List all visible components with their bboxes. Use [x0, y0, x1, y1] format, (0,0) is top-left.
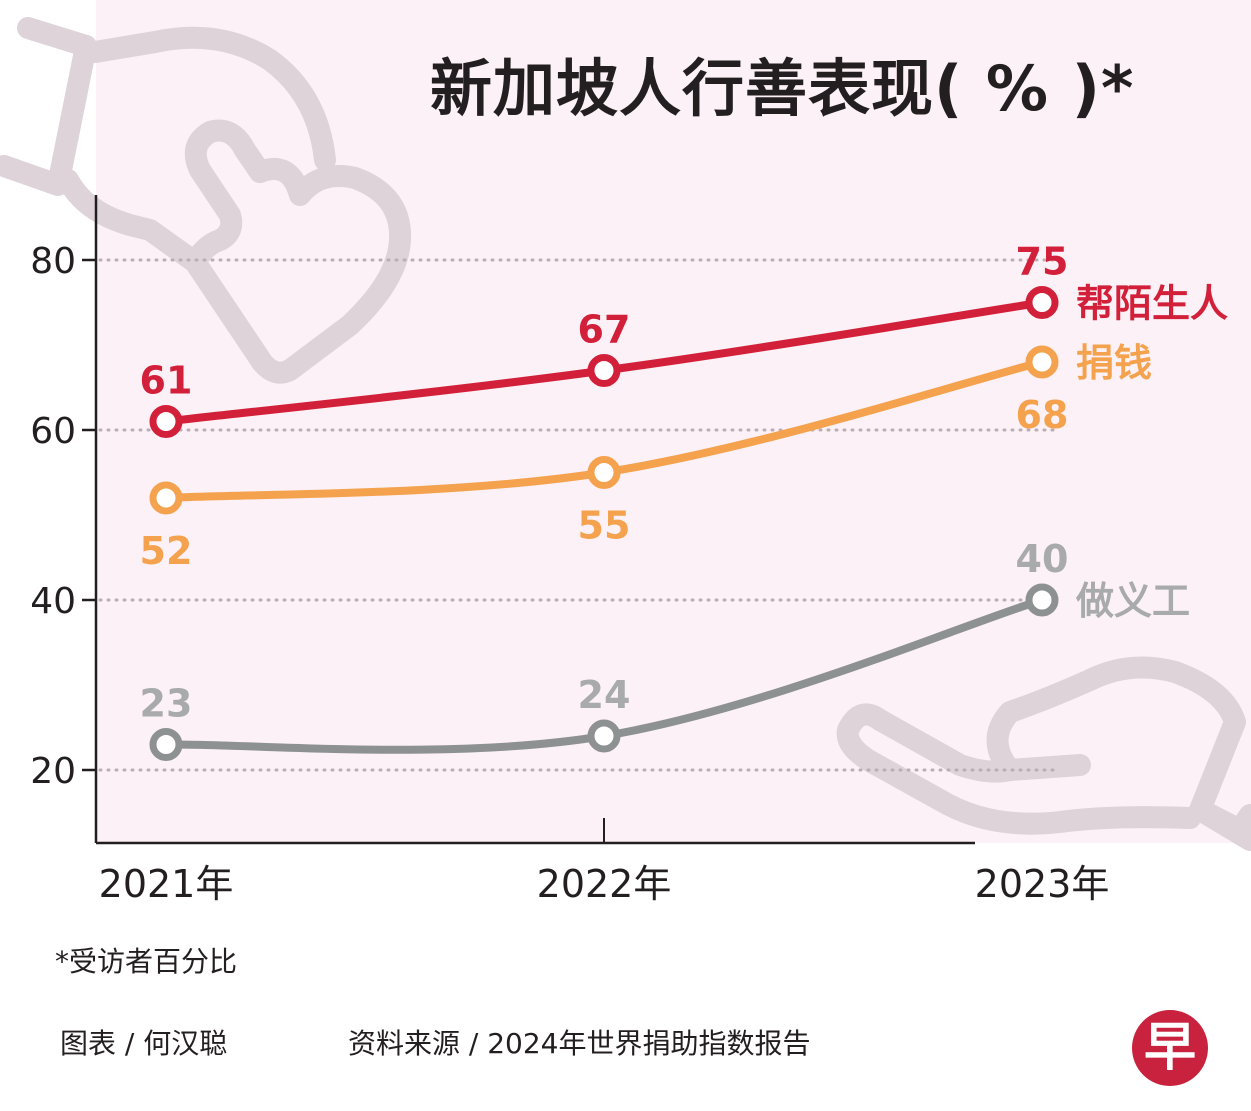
y-tick-label-80: 80	[30, 241, 76, 282]
data-point-1-1	[587, 456, 621, 489]
data-label-1-1: 55	[578, 504, 631, 548]
data-label-0-0: 61	[140, 359, 193, 403]
axes: 20 40 60 80 2021年 2022年 2023年	[30, 195, 1109, 906]
footnote: *受访者百分比	[55, 945, 238, 978]
data-point-2-2	[1025, 583, 1059, 617]
data-label-2-1: 24	[578, 673, 631, 717]
chart-title: 新加坡人行善表现( % )*	[430, 52, 1135, 125]
data-label-0-2: 75	[1016, 240, 1069, 284]
data-point-1-2	[1025, 345, 1059, 379]
data-point-0-1	[587, 354, 621, 387]
data-label-2-2: 40	[1016, 537, 1069, 581]
data-label-1-0: 52	[140, 529, 193, 573]
series	[149, 286, 1059, 761]
hand-giving-heart-icon	[0, 17, 412, 384]
zaobao-logo-icon: 早	[1132, 1010, 1208, 1086]
gridlines	[98, 258, 1062, 772]
data-label-0-1: 67	[578, 308, 631, 352]
y-tick-label-60: 60	[30, 411, 76, 452]
legend-label-1: 捐钱	[1076, 341, 1152, 385]
data-point-2-0	[149, 728, 183, 761]
data-point-0-0	[149, 405, 183, 438]
open-hand-icon	[836, 656, 1251, 851]
data-point-1-0	[149, 481, 183, 515]
data-source: 资料来源 / 2024年世界捐助指数报告	[348, 1027, 811, 1060]
data-point-0-2	[1025, 286, 1059, 319]
data-label-1-2: 68	[1016, 393, 1069, 437]
data-label-2-0: 23	[140, 682, 193, 726]
x-tick-label-0: 2021年	[99, 862, 234, 906]
legend-label-2: 做义工	[1075, 579, 1190, 623]
data-point-2-1	[587, 719, 621, 753]
y-tick-label-40: 40	[30, 581, 76, 622]
legend-label-0: 帮陌生人	[1076, 282, 1228, 326]
y-tick-label-20: 20	[30, 751, 76, 792]
chart-credit: 图表 / 何汉聪	[60, 1027, 228, 1060]
x-tick-label-1: 2022年	[537, 862, 672, 906]
x-tick-label-2: 2023年	[975, 862, 1110, 906]
